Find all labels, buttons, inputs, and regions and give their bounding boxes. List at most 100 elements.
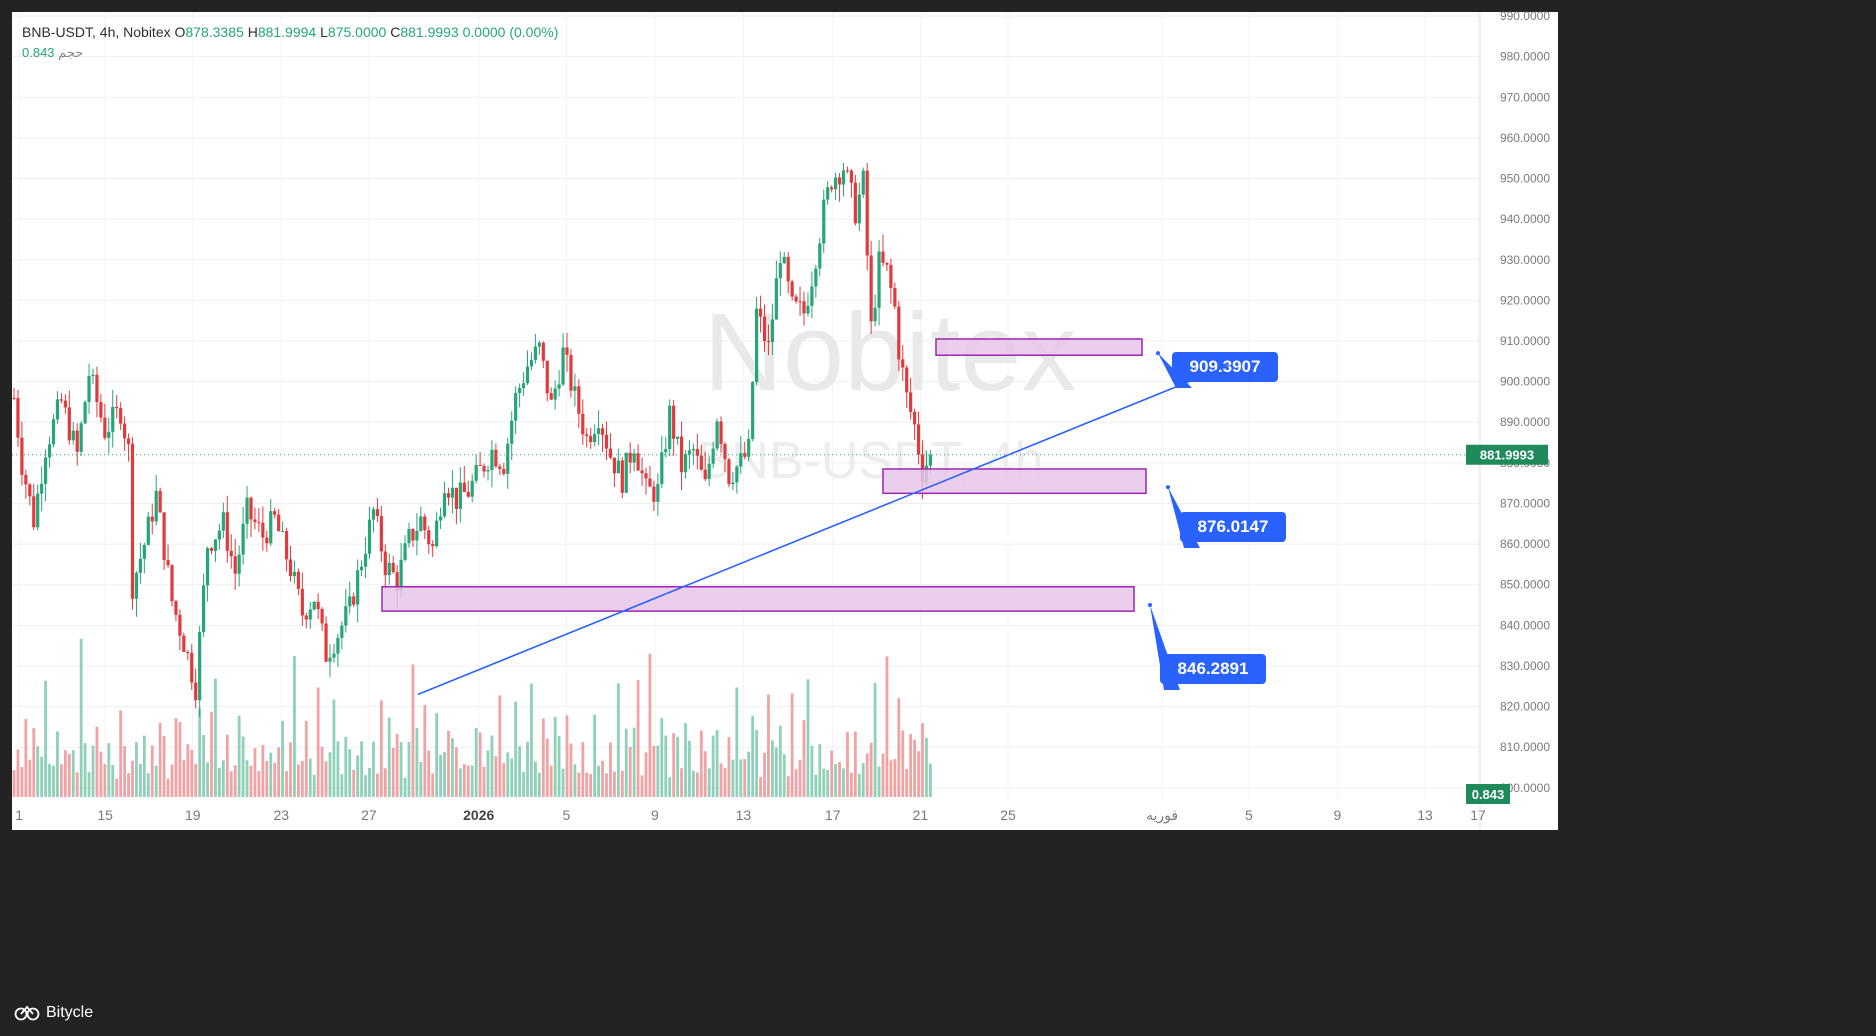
candle-body	[71, 430, 75, 441]
volume-bar	[486, 750, 490, 797]
candle-body	[798, 301, 802, 303]
brand-footer[interactable]: Bitycle	[14, 1004, 93, 1022]
candle-body	[762, 316, 767, 342]
candle-body	[928, 454, 932, 466]
volume-bar	[265, 761, 269, 797]
candle-body	[253, 519, 257, 523]
candle-body	[905, 367, 909, 393]
candle-body	[79, 423, 83, 452]
candle-body	[134, 572, 139, 599]
volume-bar	[12, 770, 16, 797]
candle-body	[170, 565, 174, 602]
volume-bar	[411, 664, 415, 797]
candle-body	[363, 553, 368, 567]
candle-body	[87, 375, 91, 402]
candle-body	[356, 570, 360, 605]
candle-body	[916, 424, 921, 455]
trendline[interactable]	[417, 364, 1230, 696]
volume-bar	[218, 767, 221, 797]
candle-body	[604, 434, 609, 449]
price-zone[interactable]	[381, 586, 1135, 612]
candle-body	[16, 398, 20, 438]
volume-bar	[759, 777, 762, 797]
candle-body	[853, 182, 857, 224]
candle-body	[735, 466, 739, 483]
price-zone[interactable]	[935, 338, 1143, 356]
x-tick-label: 25	[1000, 807, 1016, 823]
volume-bar	[478, 732, 482, 797]
candle-body	[324, 623, 328, 662]
candle-body	[217, 530, 221, 540]
volume-bar	[166, 778, 170, 797]
candle-body	[194, 682, 198, 701]
y-tick-label: 800.0000	[1500, 781, 1550, 795]
volume-bar	[699, 730, 703, 797]
volume-bar	[672, 733, 676, 797]
volume-bar	[636, 679, 640, 797]
candle-body	[711, 448, 715, 464]
volume-bar	[609, 742, 612, 797]
candle-body	[111, 406, 115, 432]
volume-bar	[640, 775, 644, 797]
candle-body	[312, 601, 316, 610]
candle-body	[589, 435, 593, 442]
volume-bar	[328, 752, 332, 797]
volume-bar	[901, 730, 905, 797]
candle-body	[431, 544, 435, 547]
candle-body	[257, 522, 261, 524]
volume-bar	[605, 773, 608, 797]
x-tick-label: 1	[15, 807, 23, 823]
candle-body	[249, 497, 253, 520]
volume-bar	[447, 730, 450, 797]
volume-bar	[308, 758, 312, 797]
volume-bar	[131, 760, 134, 797]
volume-bar	[846, 732, 849, 797]
volume-bar	[158, 722, 162, 797]
volume-bar	[897, 698, 901, 797]
candle-body	[123, 423, 127, 439]
candle-body	[427, 530, 431, 545]
candle-body	[348, 596, 352, 607]
volume-bar	[233, 765, 237, 797]
candle-body	[766, 341, 771, 343]
candle-body	[407, 529, 411, 544]
volume-bar	[312, 774, 316, 797]
candle-body	[379, 516, 383, 552]
volume-bar	[462, 764, 466, 797]
volume-bar	[36, 746, 40, 797]
volume-bar	[423, 705, 427, 797]
y-tick-label: 990.0000	[1500, 9, 1550, 23]
x-tick-label: 23	[273, 807, 289, 823]
candle-body	[909, 392, 913, 412]
zone-label-box[interactable]	[1160, 654, 1266, 684]
candle-body	[913, 411, 917, 425]
price-zone[interactable]	[882, 468, 1147, 495]
volume-bar	[652, 745, 656, 797]
candle-body	[130, 443, 135, 599]
volume-bar	[644, 752, 648, 797]
candle-body	[533, 346, 537, 361]
volume-bar	[352, 769, 356, 797]
candle-body	[786, 256, 790, 282]
candle-body	[99, 402, 103, 418]
volume-bar	[545, 738, 549, 797]
brand-name: Bitycle	[46, 1004, 94, 1021]
volume-bar	[731, 759, 735, 797]
volume-bar	[518, 746, 521, 797]
candle-body	[336, 637, 340, 654]
close-label: C	[390, 24, 401, 40]
zone-label-box[interactable]	[1180, 512, 1286, 542]
volume-bar	[293, 656, 296, 797]
candle-body	[391, 562, 395, 573]
candle-body	[95, 374, 99, 403]
volume-bar	[723, 767, 727, 797]
volume-bar	[735, 687, 739, 797]
candle-body	[794, 296, 798, 302]
volume-bar	[810, 745, 814, 797]
candle-body	[304, 615, 308, 620]
volume-bar	[707, 768, 711, 797]
volume-bar	[589, 773, 593, 797]
volume-bar	[261, 745, 265, 797]
volume-bar	[83, 743, 87, 797]
